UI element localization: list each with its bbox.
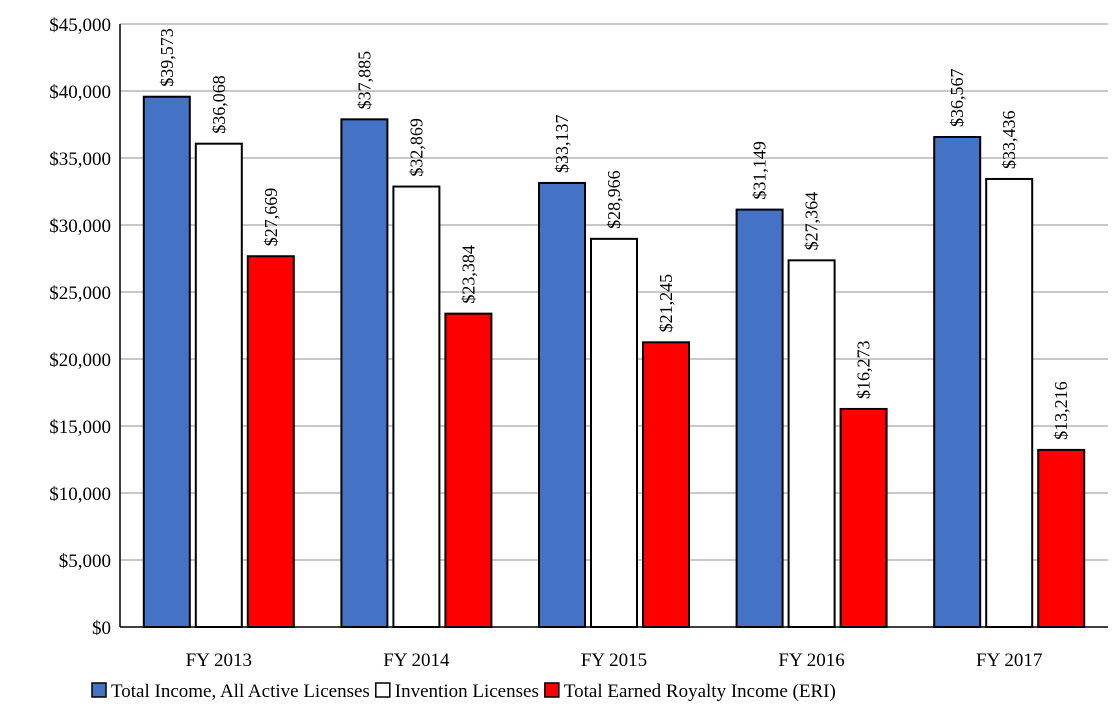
- y-tick-label: $5,000: [59, 551, 111, 572]
- data-label: $32,869: [406, 118, 426, 177]
- legend-label: Total Earned Royalty Income (ERI): [564, 681, 836, 702]
- bar-invention-licenses-fy-2017: [985, 177, 1034, 628]
- data-labels: $39,573 $36,068 $27,669 $37,885 $32,869 $23,3…: [157, 28, 1071, 440]
- x-category-label: FY 2013: [186, 650, 252, 671]
- bar-total-earned-royalty-income-eri-fy-2013: [246, 255, 295, 628]
- data-label: $36,068: [209, 75, 229, 133]
- data-label: $33,137: [552, 114, 572, 173]
- x-category-label: FY 2016: [778, 650, 844, 671]
- bar-invention-licenses-fy-2014: [392, 185, 441, 629]
- y-tick-label: $35,000: [49, 149, 111, 170]
- bar-total-earned-royalty-income-eri-fy-2017: [1037, 448, 1086, 629]
- data-label: $27,669: [261, 188, 281, 247]
- data-label: $28,966: [604, 170, 624, 229]
- data-label: $23,384: [458, 245, 478, 304]
- bar-total-income-all-active-licenses-fy-2017: [933, 136, 982, 628]
- legend-label: Invention Licenses: [395, 681, 539, 702]
- data-label: $13,216: [1051, 381, 1071, 440]
- y-tick-label: $0: [92, 618, 111, 639]
- bar-total-income-all-active-licenses-fy-2014: [340, 118, 389, 628]
- y-tick-label: $25,000: [49, 283, 111, 304]
- y-tick-label: $20,000: [49, 350, 111, 371]
- bar-invention-licenses-fy-2013: [194, 142, 243, 628]
- bar-total-earned-royalty-income-eri-fy-2014: [444, 312, 493, 628]
- bar-total-income-all-active-licenses-fy-2013: [142, 95, 191, 628]
- x-category-label: FY 2015: [581, 650, 647, 671]
- data-label: $21,245: [656, 274, 676, 333]
- axes: [119, 24, 1108, 628]
- x-category-label: FY 2017: [976, 650, 1042, 671]
- y-tick-label: $15,000: [49, 417, 111, 438]
- legend-swatch: [91, 682, 107, 698]
- bar-total-earned-royalty-income-eri-fy-2015: [642, 341, 690, 628]
- y-tick-label: $40,000: [49, 82, 111, 103]
- data-label: $31,149: [750, 141, 770, 200]
- data-label: $27,364: [802, 192, 822, 251]
- data-label: $36,567: [947, 69, 967, 128]
- bar-series: [142, 95, 1086, 629]
- y-tick-label: $10,000: [49, 484, 111, 505]
- bar-invention-licenses-fy-2016: [787, 259, 836, 628]
- bar-total-income-all-active-licenses-fy-2015: [538, 181, 586, 628]
- data-label: $33,436: [999, 110, 1019, 168]
- legend-swatch: [375, 682, 391, 698]
- data-label: $16,273: [854, 340, 874, 399]
- y-axis-tick-labels: $0 $5,000 $10,000 $15,000 $20,000 $25,000 $30,…: [49, 15, 111, 639]
- legend-swatch: [544, 682, 560, 698]
- bar-total-income-all-active-licenses-fy-2016: [735, 208, 784, 628]
- bar-total-earned-royalty-income-eri-fy-2016: [839, 407, 888, 628]
- y-tick-label: $30,000: [49, 216, 111, 237]
- data-label: $39,573: [157, 28, 177, 87]
- bar-invention-licenses-fy-2015: [590, 237, 638, 629]
- legend-label: Total Income, All Active Licenses: [111, 681, 370, 702]
- y-tick-label: $45,000: [49, 15, 111, 36]
- x-axis-category-labels: FY 2013 FY 2014 FY 2015 FY 2016 FY 2017: [186, 650, 1043, 671]
- legend: Total Income, All Active Licenses Inventi…: [91, 681, 836, 702]
- data-label: $37,885: [354, 51, 374, 110]
- x-category-label: FY 2014: [383, 650, 450, 671]
